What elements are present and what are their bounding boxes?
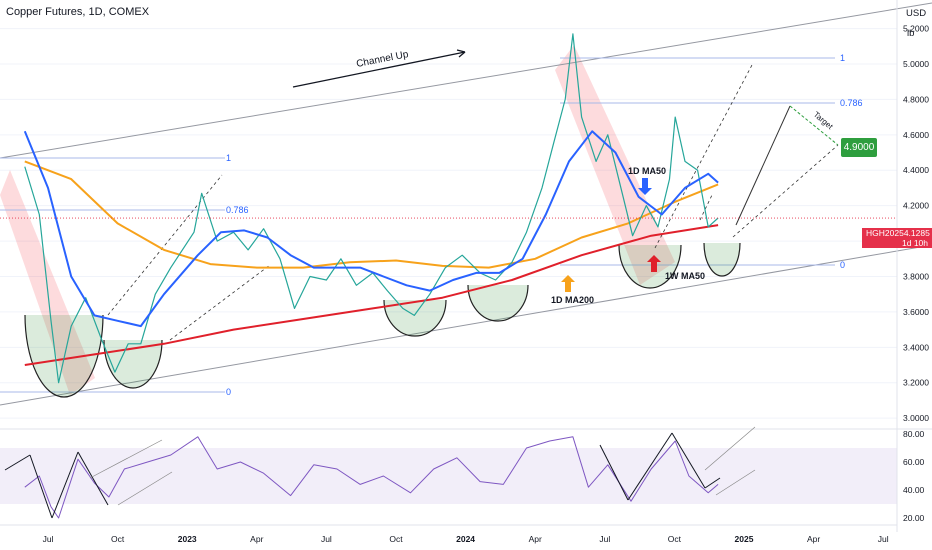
rsi-tick-label: 80.00 (903, 429, 925, 439)
projection-dashed (169, 264, 271, 341)
ma200-1d-line (24, 160, 719, 269)
time-tick-label: Apr (250, 534, 263, 544)
fib-label-right: 0.786 (840, 98, 863, 108)
time-tick-label: Oct (668, 534, 682, 544)
fib-label-left: 0 (226, 387, 231, 397)
bottom-arc (703, 242, 741, 277)
channel-lower (0, 244, 932, 406)
price-badge: HGH2025 4.1285 1d 10h (862, 228, 932, 248)
time-tick-label: Jul (321, 534, 332, 544)
time-tick-label: Apr (529, 534, 542, 544)
ma50-1w-arrow-head (647, 255, 661, 262)
chart-title: Copper Futures, 1D, COMEX (6, 6, 150, 18)
price-tick-label: 5.2000 (903, 24, 929, 34)
time-tick-label: Apr (807, 534, 820, 544)
badge-countdown: 1d 10h (902, 238, 928, 248)
bottom-arc (103, 339, 163, 389)
bottom-arc (618, 244, 682, 289)
rsi-channel-line (117, 471, 173, 506)
price-tick-label: 3.6000 (903, 307, 929, 317)
price-tick-label: 5.0000 (903, 59, 929, 69)
rsi-trendline (671, 432, 706, 489)
unit-label[interactable]: lb (907, 28, 915, 39)
fib-label-right: 1 (840, 53, 845, 63)
projection-solid (735, 105, 791, 226)
ma200-1d-arrow (565, 281, 571, 292)
rsi-tick-label: 40.00 (903, 485, 925, 495)
price-tick-label: 4.6000 (903, 130, 929, 140)
time-tick-label: 2025 (735, 534, 754, 544)
channel-arrow-head (456, 49, 466, 58)
time-tick-label: Jul (599, 534, 610, 544)
rsi-trendline (51, 451, 79, 519)
rsi-trendline (4, 454, 31, 471)
ma50-1d-line (23, 130, 719, 328)
ma50-1d-label: 1D MA50 (628, 166, 667, 176)
target-price-label: 4.9000 (841, 138, 877, 157)
time-tick-label: Oct (389, 534, 403, 544)
price-tick-label: 3.0000 (903, 413, 929, 423)
ma50-1w-line (24, 224, 719, 366)
badge-symbol: HGH2025 (866, 228, 904, 238)
ma50-1w-label: 1W MA50 (665, 271, 706, 281)
price-series-line (24, 33, 719, 384)
rsi-trendline (627, 432, 673, 501)
rsi-channel-line (89, 439, 163, 479)
ma50-1d-arrow (642, 178, 648, 189)
ma50-1w-arrow (651, 261, 657, 272)
rsi-band (0, 448, 897, 504)
projection-dashed (654, 64, 753, 249)
channel-upper (0, 2, 932, 159)
time-tick-label: Jul (878, 534, 889, 544)
pink-zone-left (0, 170, 95, 395)
fib-label-left: 0.786 (226, 205, 249, 215)
bottom-arc (467, 284, 529, 322)
target-measure (789, 105, 839, 146)
rsi-channel-line (715, 469, 756, 496)
rsi-trendline (704, 477, 721, 489)
projection-dashed (732, 144, 839, 238)
rsi-tick-label: 60.00 (903, 457, 925, 467)
rsi-trendline (77, 451, 109, 506)
plot-background (0, 0, 897, 525)
fib-label-left: 1 (226, 153, 231, 163)
price-tick-label: 3.8000 (903, 271, 929, 281)
projection-dashed (699, 194, 713, 221)
bottom-arc (383, 299, 447, 337)
time-tick-label: Oct (111, 534, 125, 544)
price-tick-label: 4.8000 (903, 94, 929, 104)
ma50-1d-arrow-head (638, 188, 652, 195)
price-tick-label: 4.2000 (903, 201, 929, 211)
currency-label[interactable]: USD (906, 8, 927, 19)
rsi-trendline (599, 444, 629, 501)
rsi-line (24, 436, 719, 519)
rsi-channel-line (704, 426, 756, 471)
badge-price: 4.1285 (903, 228, 930, 238)
time-tick-label: Jul (43, 534, 54, 544)
price-tick-label: 3.4000 (903, 342, 929, 352)
fib-label-right: 0 (840, 260, 845, 270)
ma200-1d-label: 1D MA200 (551, 295, 595, 305)
rsi-tick-label: 20.00 (903, 513, 925, 523)
ma200-1d-arrow-head (561, 275, 575, 282)
rsi-trendline (29, 454, 53, 519)
price-tick-label: 3.2000 (903, 378, 929, 388)
time-tick-label: 2024 (456, 534, 475, 544)
price-tick-label: 4.4000 (903, 165, 929, 175)
time-tick-label: 2023 (178, 534, 197, 544)
channel-arrow (292, 51, 466, 88)
